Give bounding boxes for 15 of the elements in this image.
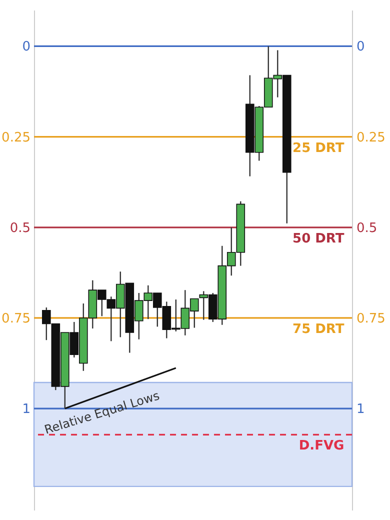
- ref-line-label: 75 DRT: [292, 322, 344, 337]
- annotation: Relative Equal Lows: [42, 388, 162, 437]
- ref-line-label: 50 DRT: [292, 231, 344, 246]
- y2-tick-label: 1: [356, 402, 365, 418]
- y-tick-label: 0.5: [10, 220, 30, 236]
- y2-tick-label: 0.75: [356, 311, 386, 326]
- y2-tick-label: 0.5: [356, 220, 378, 236]
- y2-tick-label: 0: [356, 40, 365, 55]
- y-tick-label: 0: [22, 40, 30, 55]
- ref-line-label: D.FVG: [298, 438, 344, 454]
- y-tick-label: 1: [22, 402, 30, 418]
- ref-line-label: 25 DRT: [292, 140, 344, 156]
- y-tick-label: 0.75: [2, 311, 30, 326]
- y2-tick-label: 0.25: [356, 130, 386, 146]
- y-tick-label: 0.25: [2, 130, 30, 146]
